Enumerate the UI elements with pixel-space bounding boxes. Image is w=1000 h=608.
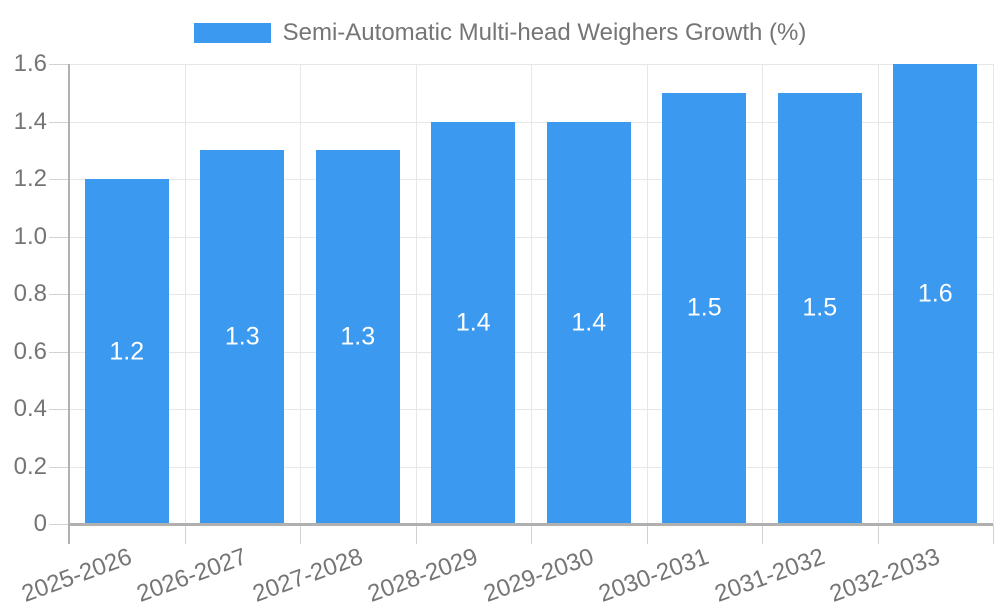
x-axis-label: 2026-2027 xyxy=(133,543,251,608)
x-gridline xyxy=(531,64,532,524)
bar-value-label: 1.5 xyxy=(802,293,838,322)
y-tick-mark xyxy=(49,64,69,65)
x-tick-mark xyxy=(415,524,417,544)
bar[interactable]: 1.3 xyxy=(200,150,285,524)
x-axis-label: 2032-2033 xyxy=(826,543,944,608)
x-tick-mark xyxy=(877,524,879,544)
y-tick-mark xyxy=(49,524,69,525)
x-axis-label: 2027-2028 xyxy=(249,543,367,608)
bar-value-label: 1.6 xyxy=(917,279,953,308)
legend-swatch-icon xyxy=(193,23,271,43)
y-axis-label: 0.6 xyxy=(13,337,47,365)
legend-label: Semi-Automatic Multi-head Weighers Growt… xyxy=(282,19,807,46)
y-axis-label: 1.6 xyxy=(13,50,47,77)
x-gridline xyxy=(993,64,994,524)
y-tick-mark xyxy=(49,466,69,468)
y-axis-label: 0.2 xyxy=(13,452,47,480)
bar[interactable]: 1.4 xyxy=(546,121,631,524)
y-axis-label: 1.0 xyxy=(13,222,47,250)
bar-value-label: 1.4 xyxy=(571,308,607,337)
y-tick-mark xyxy=(49,351,69,353)
y-axis-label: 0 xyxy=(33,510,47,537)
x-axis-label: 2025-2026 xyxy=(18,543,136,608)
x-axis-label: 2029-2030 xyxy=(480,543,598,608)
x-gridline xyxy=(415,64,417,524)
bar[interactable]: 1.4 xyxy=(431,121,516,524)
x-tick-mark xyxy=(646,524,648,544)
y-axis-label: 0.8 xyxy=(13,280,47,307)
y-tick-mark xyxy=(49,236,69,238)
plot-area: 0 0.2 0.4 0.6 0.8 1.0 1.2 1.4 1.6 1.2 2025-2026 1.3… xyxy=(14,52,994,608)
legend[interactable]: Semi-Automatic Multi-head Weighers Growt… xyxy=(0,21,1000,45)
y-tick-mark xyxy=(49,121,69,123)
x-tick-mark xyxy=(531,524,532,544)
y-axis-line xyxy=(68,64,70,544)
x-gridline xyxy=(184,64,186,524)
x-gridline xyxy=(877,64,879,524)
y-tick-mark xyxy=(49,409,69,410)
x-gridline xyxy=(646,64,648,524)
x-tick-mark xyxy=(184,524,186,544)
bar-value-label: 1.3 xyxy=(340,322,376,351)
y-tick-mark xyxy=(49,294,69,295)
x-axis-label: 2030-2031 xyxy=(595,543,713,608)
x-gridline xyxy=(300,64,301,524)
bar-value-label: 1.3 xyxy=(224,322,260,351)
y-axis-label: 1.2 xyxy=(13,165,47,192)
bar-value-label: 1.2 xyxy=(109,337,145,365)
bar[interactable]: 1.2 xyxy=(84,179,169,524)
bar[interactable]: 1.5 xyxy=(777,92,862,524)
bar-value-label: 1.5 xyxy=(686,293,722,322)
bar-value-label: 1.4 xyxy=(455,308,491,337)
x-axis-line xyxy=(69,523,993,526)
x-axis-label: 2028-2029 xyxy=(364,543,482,608)
x-gridline xyxy=(762,64,763,524)
y-axis-label: 0.4 xyxy=(13,395,47,422)
x-tick-mark xyxy=(300,524,301,544)
y-tick-mark xyxy=(49,179,69,180)
x-tick-mark xyxy=(993,524,994,544)
bar[interactable]: 1.5 xyxy=(662,92,747,524)
bar[interactable]: 1.6 xyxy=(893,64,978,524)
bar[interactable]: 1.3 xyxy=(315,150,400,524)
y-axis-label: 1.4 xyxy=(13,107,47,135)
x-tick-mark xyxy=(762,524,763,544)
x-axis-label: 2031-2032 xyxy=(711,543,829,608)
